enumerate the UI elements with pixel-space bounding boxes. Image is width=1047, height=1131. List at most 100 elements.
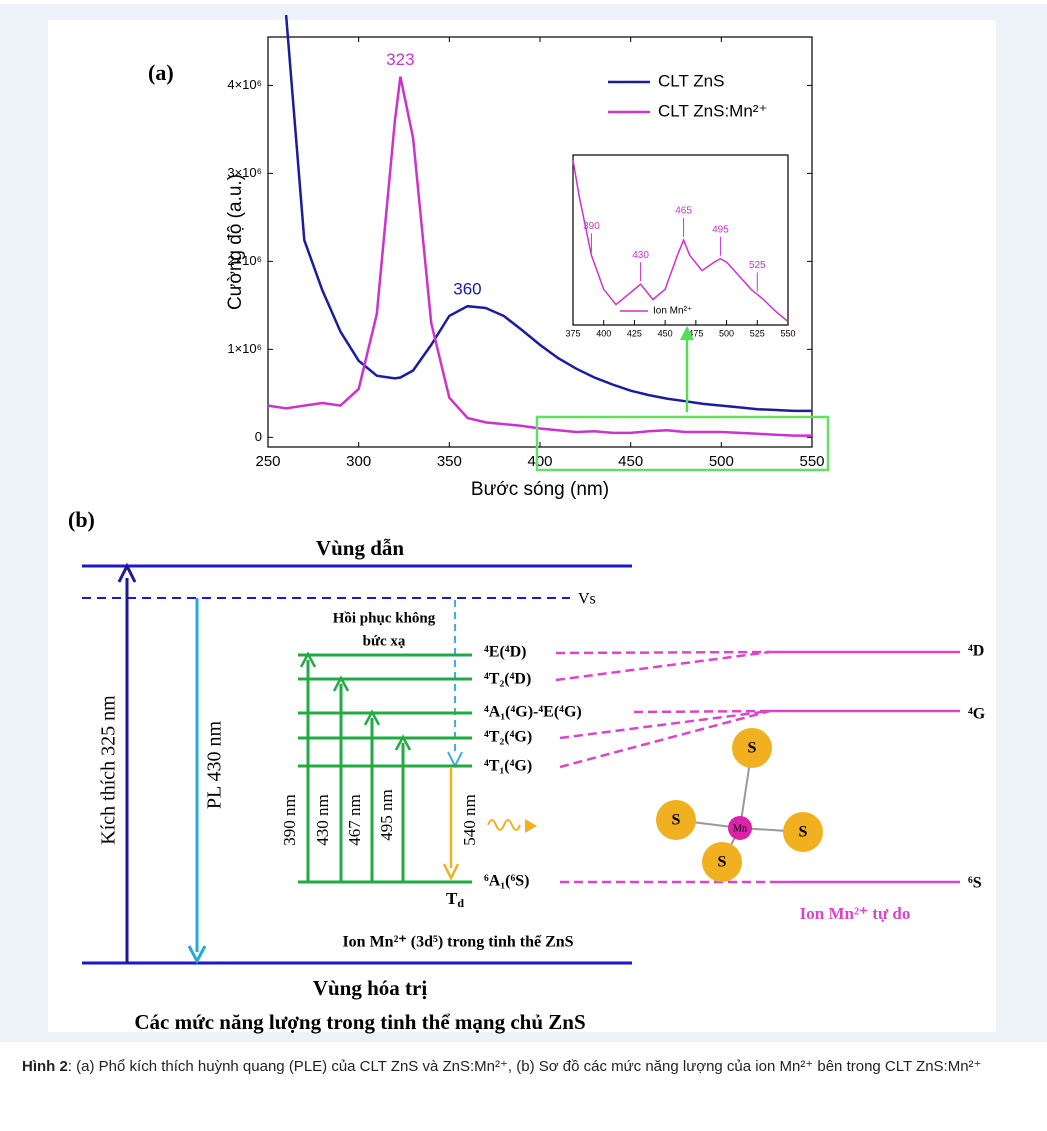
pl-label: PL 430 nm — [204, 720, 226, 809]
x-tick-label: 550 — [780, 328, 795, 338]
correlation-line — [555, 650, 771, 682]
series-line — [267, 76, 812, 437]
caption-label: Hình 2 — [22, 1058, 68, 1075]
y-tick-label: 3×10⁶ — [227, 165, 262, 180]
figure: (a) 250 300 350 400 450 500 550 0 1×10⁶ 2×10⁶ 3×10… — [0, 4, 1047, 1042]
relax-label: Hồi phục không — [333, 610, 436, 626]
x-tick-label: 350 — [437, 453, 462, 470]
caption: Hình 2: (a) Phổ kích thích huỳnh quang (… — [22, 1056, 1022, 1078]
transition-label: 495 nm — [377, 789, 396, 840]
peak-label: 465 — [675, 206, 692, 217]
series-line — [572, 159, 789, 323]
x-tick-label: 450 — [658, 328, 673, 338]
peak-label: 360 — [453, 280, 481, 299]
highlight-box — [535, 415, 830, 472]
arrow-head — [442, 863, 460, 881]
ligand-atom — [783, 812, 823, 852]
x-tick-label: 525 — [750, 328, 765, 338]
x-tick-label: 550 — [799, 453, 824, 470]
arrow-head — [332, 675, 350, 692]
caption-text: : (a) Phổ kích thích huỳnh quang (PLE) c… — [67, 1058, 982, 1075]
arrow-heads — [299, 651, 412, 751]
correlation-line — [555, 650, 771, 655]
arrow-head — [299, 651, 317, 668]
correlation-line — [559, 709, 771, 740]
transition-label: 430 nm — [313, 794, 332, 845]
free-level-label: ⁴G — [968, 706, 986, 723]
y-axis-label: Cường độ (a.u.) — [225, 174, 246, 310]
x-axis-label: Bước sóng (nm) — [471, 479, 609, 500]
relax-label: bức xạ — [363, 633, 406, 649]
peak-label: 495 — [712, 224, 729, 235]
correlation-line — [633, 709, 771, 714]
arrow-head — [394, 734, 412, 751]
ligand-label: S — [748, 740, 757, 757]
y-tick-label: 2×10⁶ — [227, 253, 262, 268]
ligand-label: S — [672, 812, 681, 829]
free-level-label: ⁴D — [968, 643, 984, 660]
free-levels — [770, 650, 960, 884]
ligand-atom — [732, 728, 772, 768]
panel-label: (b) — [68, 507, 95, 532]
x-tick-label: 400 — [527, 453, 552, 470]
correlation-lines — [555, 650, 771, 884]
arrow-head — [680, 326, 694, 340]
x-tick-label: 500 — [709, 453, 734, 470]
peak-label: 430 — [632, 250, 649, 261]
legend-label: CLT ZnS:Mn²⁺ — [658, 101, 767, 120]
transition-label: 390 nm — [280, 794, 299, 845]
levels — [298, 653, 472, 884]
excitation-label: Kích thích 325 nm — [98, 695, 120, 845]
free-ion-label: Ion Mn²⁺ tự do — [800, 904, 911, 923]
td-label: Td — [446, 889, 464, 910]
x-tick-label: 250 — [255, 453, 280, 470]
band-label: Vùng hóa trị — [313, 976, 428, 1000]
arrow-head — [187, 945, 207, 965]
level-label: ⁶A₁(⁶S) — [484, 873, 530, 890]
correlation-line — [559, 709, 771, 769]
x-tick-label: 425 — [627, 328, 642, 338]
energy-diagram: (b) Vùng dẫn Vs Vùng hóa trị Các mức năn… — [68, 507, 986, 1034]
x-tick-label: 450 — [618, 453, 643, 470]
peak-label: 390 — [583, 221, 600, 232]
x-tick-label: 475 — [688, 328, 703, 338]
series-line — [284, 14, 812, 413]
x-tick-label: 375 — [565, 328, 580, 338]
ligand-atoms — [656, 728, 823, 882]
level-label: ⁴E(⁴D) — [484, 644, 526, 661]
level-label: ⁴A₁(⁴G)-⁴E(⁴G) — [484, 704, 582, 721]
td-sub: d — [457, 896, 464, 910]
host-ion-label: Ion Mn²⁺ (3d⁵) trong tinh thể ZnS — [342, 934, 573, 951]
ligand-label: S — [799, 824, 808, 841]
transition-label: 540 nm — [460, 794, 479, 845]
x-tick-label: 500 — [719, 328, 734, 338]
panel-label: (a) — [148, 60, 174, 85]
peak-label: 323 — [386, 50, 414, 69]
td-main: T — [446, 889, 458, 908]
level-label: ⁴T₁(⁴G) — [484, 758, 532, 775]
vs-label: Vs — [578, 591, 596, 608]
free-level-label: ⁶S — [968, 875, 982, 892]
legend-label: CLT ZnS — [658, 71, 724, 90]
ligand-atom — [656, 800, 696, 840]
x-tick-label: 300 — [346, 453, 371, 470]
band-label: Vùng dẫn — [316, 536, 404, 560]
center-label: Mn — [733, 823, 747, 834]
ligand-label: S — [718, 854, 727, 871]
legend-label: Ion Mn²⁺ — [653, 306, 692, 317]
arrow-head — [525, 819, 537, 833]
arrow-head — [117, 562, 137, 583]
diagram-title: Các mức năng lượng trong tinh thể mạng c… — [134, 1010, 585, 1034]
center-atom — [728, 816, 752, 840]
level-label: ⁴T₂(⁴G) — [484, 729, 532, 746]
ligand-atom — [702, 842, 742, 882]
level-label: ⁴T₂(⁴D) — [484, 671, 531, 688]
y-tick-label: 0 — [255, 429, 262, 444]
photon — [487, 819, 521, 831]
x-tick-label: 400 — [596, 328, 611, 338]
plot-frame — [572, 154, 789, 326]
y-tick-label: 1×10⁶ — [227, 341, 262, 356]
y-tick-label: 4×10⁶ — [227, 77, 262, 92]
transition-label: 467 nm — [345, 794, 364, 845]
